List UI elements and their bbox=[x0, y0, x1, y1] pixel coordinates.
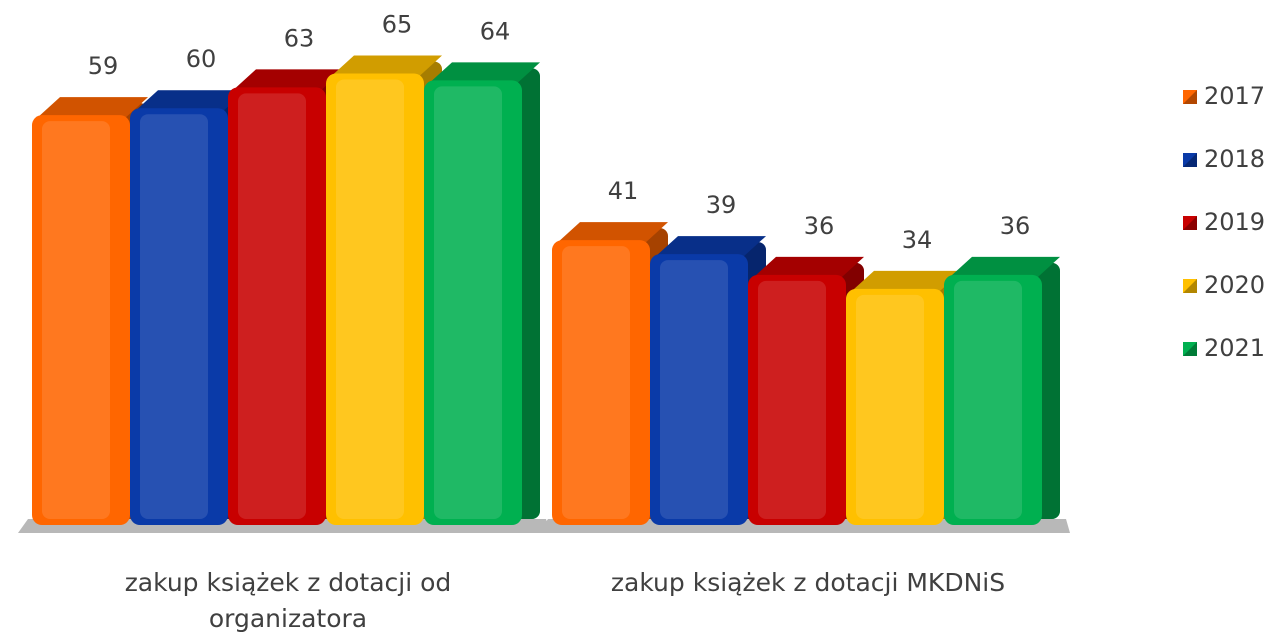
legend-label: 2021 bbox=[1204, 334, 1265, 362]
bar-highlight bbox=[434, 86, 502, 519]
bar-top-shade bbox=[558, 222, 668, 243]
legend-label: 2018 bbox=[1204, 145, 1265, 173]
legend-swatch-shade bbox=[1183, 216, 1197, 230]
bar-top-shade bbox=[38, 97, 148, 118]
legend-label: 2017 bbox=[1204, 82, 1265, 110]
bar-top-shade bbox=[430, 62, 540, 83]
bar-highlight bbox=[856, 294, 924, 519]
legend-swatch bbox=[1183, 90, 1197, 104]
bar-front bbox=[748, 274, 846, 525]
bar-front bbox=[846, 288, 944, 525]
legend-swatch-shade bbox=[1183, 279, 1197, 293]
bar-top bbox=[136, 90, 246, 111]
bar bbox=[944, 256, 1060, 525]
bar-top-shade bbox=[332, 55, 442, 76]
bar-top bbox=[332, 55, 442, 76]
bar-top-shade bbox=[754, 256, 864, 277]
bar-highlight bbox=[562, 246, 630, 520]
data-label: 59 bbox=[88, 52, 119, 80]
data-label: 65 bbox=[382, 10, 413, 38]
legend-swatch bbox=[1183, 153, 1197, 167]
bar-top-shade bbox=[852, 270, 962, 291]
bar-highlight bbox=[660, 260, 728, 519]
data-label: 39 bbox=[706, 191, 737, 219]
data-label: 64 bbox=[480, 17, 511, 45]
bar-highlight bbox=[140, 114, 208, 519]
bar-front bbox=[944, 274, 1042, 525]
legend-swatch bbox=[1183, 279, 1197, 293]
data-label: 36 bbox=[804, 212, 835, 240]
data-label: 36 bbox=[1000, 212, 1031, 240]
legend-swatch-shade bbox=[1183, 90, 1197, 104]
bar-top-shade bbox=[234, 69, 344, 90]
bar-top bbox=[950, 256, 1060, 277]
bar-highlight bbox=[954, 280, 1022, 519]
bar-front bbox=[32, 115, 130, 525]
legend-swatch-shade bbox=[1183, 342, 1197, 356]
bar-highlight bbox=[336, 79, 404, 519]
legend-label: 2020 bbox=[1204, 271, 1265, 299]
bar-top bbox=[754, 256, 864, 277]
data-label: 63 bbox=[284, 24, 315, 52]
data-label: 41 bbox=[608, 177, 639, 205]
bar-top-shade bbox=[950, 256, 1060, 277]
bar-highlight bbox=[758, 280, 826, 519]
legend-swatch bbox=[1183, 216, 1197, 230]
bar-front bbox=[650, 254, 748, 525]
bar bbox=[424, 62, 540, 525]
x-tick-label: zakup książek z dotacji MKDNiS bbox=[610, 568, 1006, 597]
bar-front bbox=[326, 73, 424, 525]
bar-top bbox=[558, 222, 668, 243]
bar-front bbox=[130, 108, 228, 525]
bar-front bbox=[424, 80, 522, 525]
bar-front bbox=[228, 87, 326, 526]
data-label: 60 bbox=[186, 45, 217, 73]
bar-top bbox=[852, 270, 962, 291]
bar-highlight bbox=[42, 121, 110, 519]
bar-top-shade bbox=[136, 90, 246, 111]
bar-highlight bbox=[238, 93, 306, 520]
legend-swatch bbox=[1183, 342, 1197, 356]
bar-top bbox=[656, 236, 766, 257]
data-label: 34 bbox=[902, 226, 933, 254]
x-tick-label: zakup książek z dotacji od organizatora bbox=[124, 568, 452, 633]
bar-front bbox=[552, 240, 650, 526]
bar-top bbox=[38, 97, 148, 118]
legend-label: 2019 bbox=[1204, 208, 1265, 236]
bar-top bbox=[234, 69, 344, 90]
legend-swatch-shade bbox=[1183, 153, 1197, 167]
bar-top-shade bbox=[656, 236, 766, 257]
bar-top bbox=[430, 62, 540, 83]
